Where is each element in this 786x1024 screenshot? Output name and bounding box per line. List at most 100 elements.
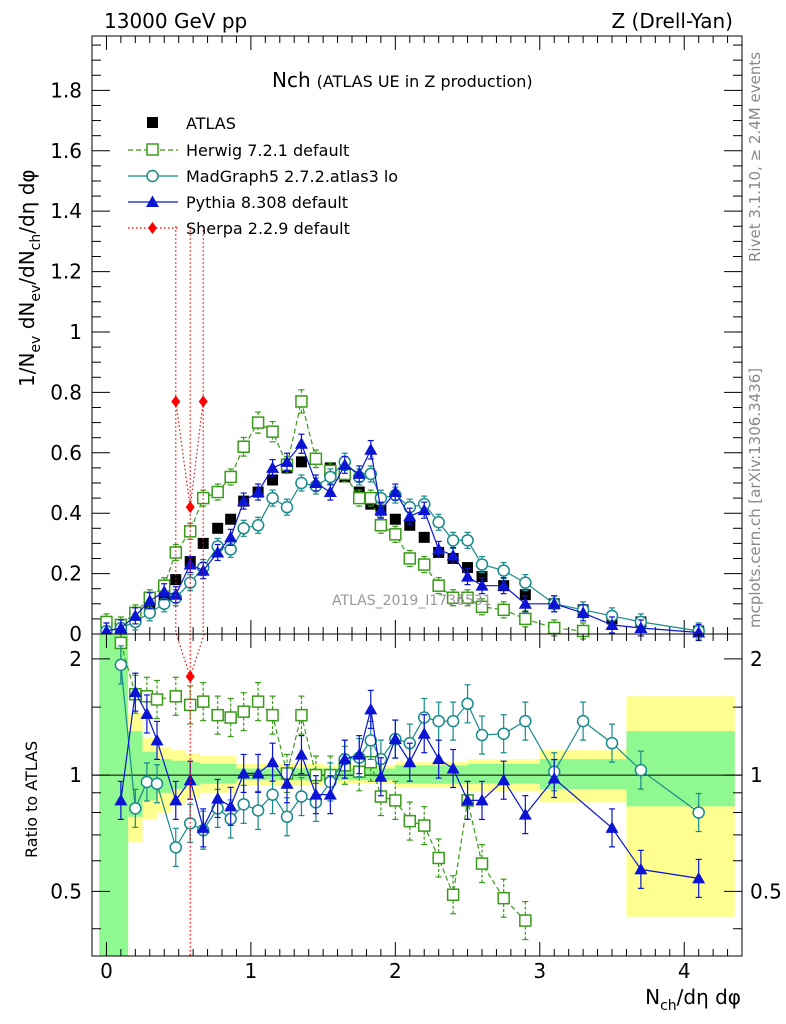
data-point-madgraph: [251, 519, 265, 532]
main-panel-data: [99, 226, 706, 642]
data-point-pythia: [374, 503, 388, 516]
y-tick-label-main: 0.6: [50, 441, 82, 465]
data-point-pythia: [432, 542, 446, 555]
header-right: Z (Drell-Yan): [611, 9, 733, 33]
data-point-herwig: [519, 612, 532, 626]
ratio-point-pythia: [338, 752, 352, 765]
data-point-pythia: [403, 509, 417, 522]
data-point-pythia: [497, 579, 511, 591]
ratio-point-madgraph: [461, 697, 474, 711]
data-point-pythia: [518, 597, 532, 609]
ratio-point-madgraph: [150, 777, 164, 790]
data-point-atlas: [389, 513, 401, 525]
ratio-point-pythia: [169, 793, 183, 806]
ratio-point-pythia: [309, 788, 323, 800]
data-point-pythia: [364, 443, 378, 455]
data-point-atlas: [418, 531, 430, 543]
ratio-point-pythia: [280, 777, 294, 789]
data-point-herwig: [446, 591, 460, 605]
ratio-band-outer: [626, 696, 735, 917]
data-point-madgraph: [461, 534, 474, 547]
data-point-atlas: [462, 562, 474, 574]
ratio-point-herwig: [169, 690, 183, 703]
data-point-herwig: [224, 470, 237, 484]
ratio-point-herwig: [446, 888, 460, 901]
ratio-point-pythia: [417, 727, 431, 739]
ratio-point-madgraph: [605, 736, 619, 750]
ratio-point-pythia: [128, 685, 142, 698]
x-label-sub: ch: [660, 998, 677, 1014]
legend-marker-sherpa: [148, 222, 157, 234]
legend-marker-herwig: [146, 143, 159, 156]
ratio-point-madgraph: [169, 841, 183, 854]
ratio-point-pythia: [323, 788, 337, 800]
data-point-herwig: [364, 491, 378, 505]
data-point-atlas: [295, 456, 307, 468]
data-point-herwig: [266, 425, 279, 438]
data-point-madgraph: [237, 522, 250, 535]
data-point-pythia: [237, 494, 251, 507]
ratio-point-madgraph: [129, 802, 142, 815]
ylabel-part-1: 1/N: [15, 353, 39, 387]
data-point-pythia: [692, 625, 706, 638]
ratio-panel-axis-ticks: 0.5 0.5 1 1 2 2 0 1 2 3 4: [50, 634, 782, 983]
ratio-point-pythia: [196, 821, 210, 833]
data-point-herwig: [374, 519, 388, 532]
data-point-pythia: [605, 618, 619, 630]
data-point-herwig: [309, 452, 323, 466]
ratio-line-sherpa: [189, 633, 205, 677]
data-point-herwig: [461, 591, 474, 605]
data-point-madgraph: [364, 467, 378, 481]
ratio-point-pythia: [547, 771, 561, 784]
ratio-point-pythia: [364, 702, 378, 715]
y-tick-label-main: 1: [69, 320, 82, 344]
data-point-atlas: [404, 519, 416, 531]
y-tick-label-ratio-right: 0.5: [750, 879, 782, 903]
data-point-atlas: [476, 571, 488, 583]
plot-title-sub: (ATLAS UE in Z production): [317, 72, 533, 91]
ratio-point-pythia: [266, 755, 280, 768]
ratio-point-pythia: [605, 821, 619, 833]
ratio-point-pythia: [237, 766, 251, 779]
y-tick-label-main: 1.8: [50, 78, 82, 102]
y-tick-label-ratio-right: 2: [750, 647, 763, 671]
ratio-band-inner: [128, 731, 143, 817]
legend-entry-atlas: ATLAS: [147, 114, 236, 133]
legend-marker-pythia: [146, 195, 159, 207]
data-point-pythia: [547, 597, 561, 609]
y-tick-label-main: 1.4: [50, 199, 82, 223]
x-tick-label: 0: [100, 959, 113, 983]
ratio-point-madgraph: [364, 734, 378, 747]
ratio-point-madgraph: [446, 714, 460, 728]
ratio-point-pythia: [114, 793, 128, 806]
ratio-point-pythia: [388, 732, 402, 745]
ratio-point-herwig: [475, 857, 489, 870]
ratio-point-herwig: [237, 705, 250, 718]
data-point-pythia: [634, 621, 648, 633]
ratio-point-pythia: [475, 793, 489, 806]
y-tick-label-main: 0.8: [50, 380, 82, 404]
legend-marker-atlas: [147, 117, 158, 128]
ratio-band-inner: [200, 763, 237, 784]
data-point-pythia: [211, 545, 225, 558]
ratio-y-axis-label: Ratio to ATLAS: [22, 741, 41, 858]
data-point-herwig: [352, 491, 366, 505]
main-y-axis-label: 1/Nev dNev/dNch/dη dφ: [15, 169, 44, 387]
data-point-herwig: [417, 558, 431, 571]
data-point-pythia: [475, 579, 489, 591]
ratio-point-herwig: [251, 695, 265, 708]
legend-label-pythia: Pythia 8.308 default: [186, 193, 348, 212]
data-point-pythia: [576, 606, 590, 618]
data-point-pythia: [417, 503, 431, 516]
data-point-pythia: [266, 461, 280, 473]
ratio-point-sherpa: [185, 670, 195, 683]
data-point-madgraph: [475, 558, 489, 571]
ratio-point-pythia: [497, 773, 511, 786]
data-point-pythia: [461, 570, 475, 582]
x-label-rest: /dη dφ: [677, 985, 741, 1009]
rivet-version-note: Rivet 3.1.10, ≥ 2.4M events: [746, 52, 764, 262]
ratio-point-madgraph: [237, 798, 250, 811]
ratio-point-pythia: [432, 752, 446, 765]
legend-label-sherpa: Sherpa 2.2.9 default: [186, 219, 350, 238]
ratio-point-pythia: [140, 707, 154, 719]
